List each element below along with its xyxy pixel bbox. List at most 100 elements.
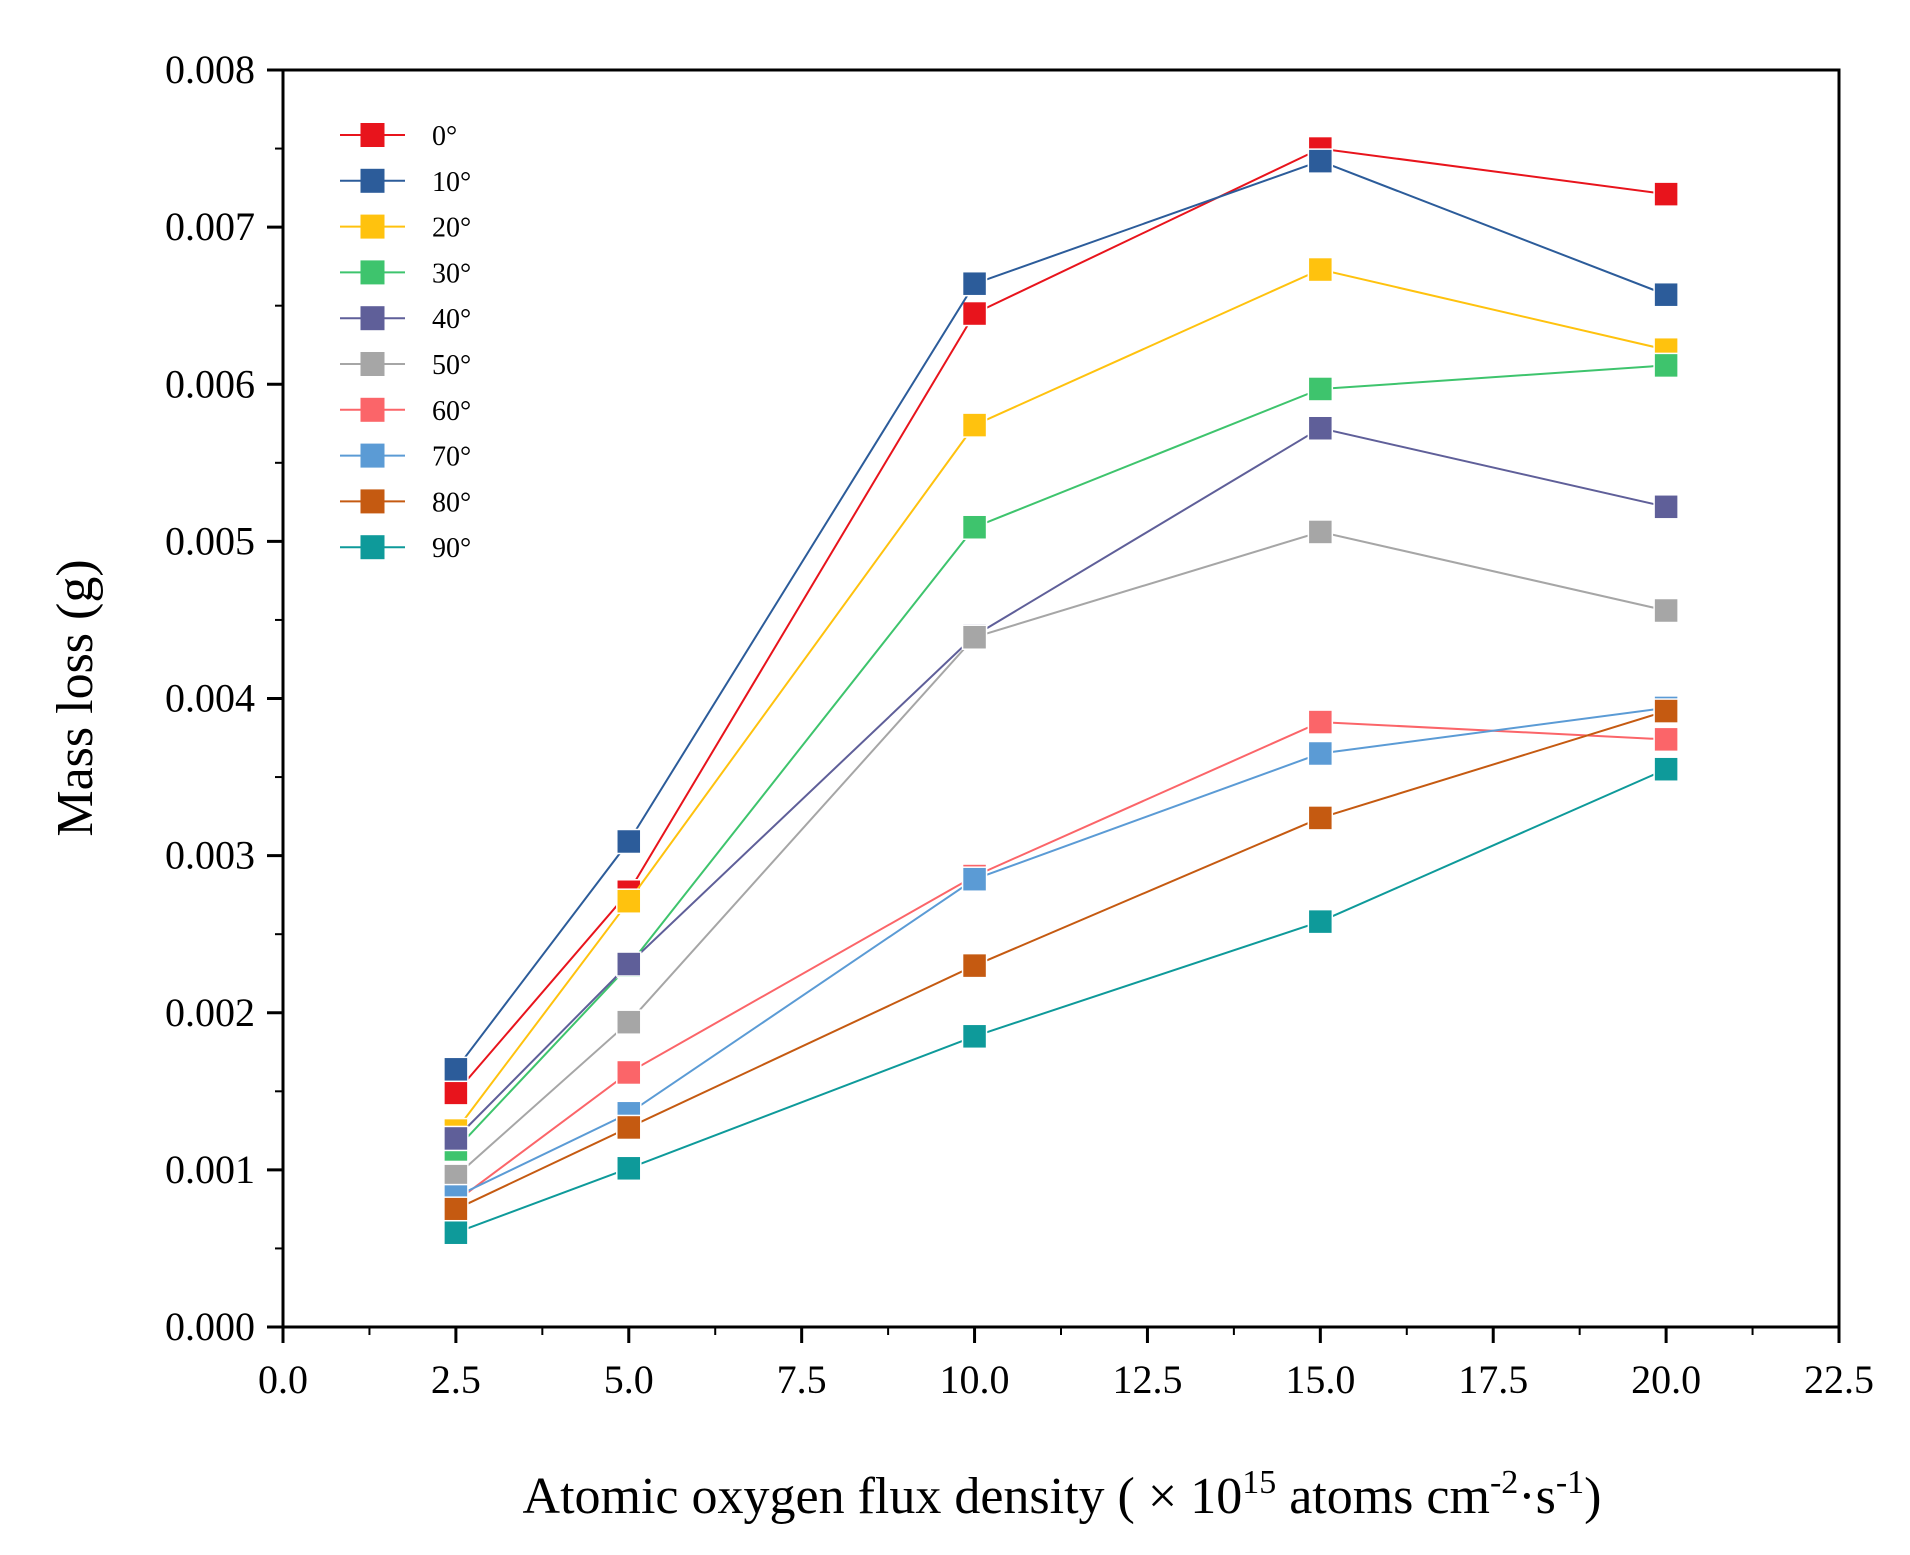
data-point	[1653, 281, 1679, 308]
legend-marker	[360, 397, 385, 422]
legend-item: 70°	[340, 442, 471, 473]
data-point	[616, 1114, 642, 1141]
data-point	[616, 828, 642, 855]
x-tick-label: 22.5	[1804, 1357, 1874, 1402]
data-point	[443, 1056, 469, 1083]
x-axis-title-exponent-1: 15	[1242, 1464, 1276, 1501]
x-axis-title-exponent-3: -1	[1556, 1464, 1584, 1501]
data-point	[1307, 805, 1334, 831]
data-point	[1653, 756, 1679, 782]
series-layer	[443, 135, 1679, 1246]
y-tick-label: 0.003	[165, 833, 255, 878]
legend-item: 10°	[340, 167, 471, 198]
legend-item: 0°	[340, 121, 457, 152]
data-point	[1653, 597, 1679, 624]
legend-marker	[360, 443, 385, 468]
x-axis-title-main: Atomic oxygen flux density ( × 10	[523, 1468, 1243, 1525]
data-point	[961, 514, 988, 540]
data-point	[1307, 908, 1334, 935]
data-point	[961, 270, 988, 297]
legend-marker	[360, 123, 385, 147]
legend-label: 90°	[432, 533, 471, 564]
x-tick-label: 10.0	[940, 1357, 1010, 1402]
legend-label: 40°	[432, 304, 471, 335]
data-point	[1307, 415, 1334, 441]
data-point	[1653, 698, 1679, 724]
x-tick-label: 5.0	[604, 1357, 654, 1402]
y-tick-label: 0.007	[165, 204, 255, 249]
y-tick-label: 0.006	[165, 361, 255, 406]
plot-frame	[281, 68, 1841, 1329]
legend-label: 30°	[432, 258, 471, 289]
legend-label: 0°	[432, 121, 457, 152]
legend-marker	[360, 306, 385, 331]
legend-label: 80°	[432, 487, 471, 518]
y-tick-label: 0.004	[165, 676, 255, 721]
legend-marker	[360, 168, 385, 193]
legend-item: 40°	[340, 304, 471, 335]
data-point	[1653, 726, 1679, 753]
legend-marker	[360, 352, 385, 376]
data-point	[443, 1219, 469, 1246]
series-9	[443, 756, 1679, 1246]
series-8	[443, 698, 1679, 1222]
data-point	[616, 951, 642, 977]
data-point	[616, 888, 642, 914]
data-point	[1307, 376, 1334, 402]
y-tick-label: 0.001	[165, 1147, 255, 1192]
legend-label: 60°	[432, 396, 471, 427]
data-point	[961, 624, 988, 650]
legend-marker	[360, 489, 385, 514]
x-tick-label: 17.5	[1458, 1357, 1528, 1402]
data-point	[1307, 519, 1334, 545]
legend-item: 30°	[340, 258, 471, 289]
x-axis-title-mid: atoms cm	[1276, 1468, 1490, 1525]
data-point	[616, 1059, 642, 1086]
data-point	[961, 952, 988, 979]
series-line	[455, 147, 1667, 1094]
x-axis-title-end: )	[1584, 1468, 1601, 1525]
x-axis-title-exponent-2: -2	[1490, 1464, 1518, 1501]
legend: 0° 10° 20° 30° 40° 50° 60° 70° 80° 90°	[340, 121, 471, 564]
legend-marker	[360, 535, 385, 560]
x-tick-label: 7.5	[777, 1357, 827, 1402]
data-point	[961, 300, 988, 327]
x-axis-title-dot: ·s	[1518, 1468, 1556, 1525]
x-tick-label: 2.5	[431, 1357, 481, 1402]
data-point	[1307, 709, 1334, 735]
legend-label: 20°	[432, 213, 471, 244]
x-tick-label: 15.0	[1285, 1357, 1355, 1402]
data-point	[1307, 740, 1334, 767]
legend-label: 10°	[432, 167, 471, 198]
data-point	[1653, 352, 1679, 379]
data-point	[616, 1155, 642, 1182]
y-axis-title: Mass loss (g)	[47, 559, 104, 836]
x-tick-label: 12.5	[1112, 1357, 1182, 1402]
data-point	[961, 412, 988, 438]
legend-item: 90°	[340, 533, 471, 564]
data-point	[443, 1125, 469, 1152]
data-point	[961, 1023, 988, 1050]
x-tick-label: 20.0	[1631, 1357, 1701, 1402]
y-tick-label: 0.000	[165, 1304, 255, 1349]
x-axis-title: Atomic oxygen flux density ( × 1015 atom…	[523, 1464, 1602, 1525]
legend-marker	[360, 260, 385, 285]
legend-label: 70°	[432, 442, 471, 473]
series-3	[443, 352, 1679, 1163]
legend-item: 50°	[340, 350, 471, 381]
data-point	[1653, 494, 1679, 520]
axes-layer: 0.0 2.5 5.0 7.5 10.0 12.5 15.0 17.5 20.0 22.5 0.00…	[165, 47, 1874, 1402]
legend-item: 20°	[340, 213, 471, 244]
data-point	[616, 1009, 642, 1035]
series-line	[455, 268, 1667, 1132]
series-1	[443, 148, 1679, 1083]
data-point	[443, 1080, 469, 1106]
data-point	[1307, 256, 1334, 283]
y-tick-label: 0.008	[165, 47, 255, 92]
data-point	[1653, 181, 1679, 207]
series-line	[455, 160, 1667, 1070]
data-point	[443, 1196, 469, 1222]
y-tick-label: 0.005	[165, 518, 255, 563]
series-4	[443, 415, 1679, 1152]
